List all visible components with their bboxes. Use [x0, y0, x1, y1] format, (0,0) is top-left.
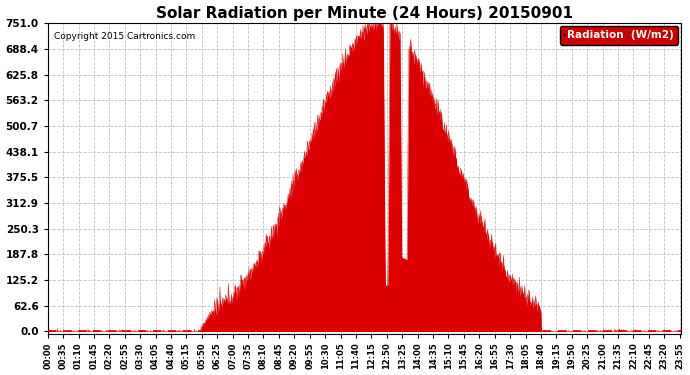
- Title: Solar Radiation per Minute (24 Hours) 20150901: Solar Radiation per Minute (24 Hours) 20…: [156, 6, 573, 21]
- Legend: Radiation  (W/m2): Radiation (W/m2): [560, 26, 678, 45]
- Text: Copyright 2015 Cartronics.com: Copyright 2015 Cartronics.com: [54, 32, 195, 41]
